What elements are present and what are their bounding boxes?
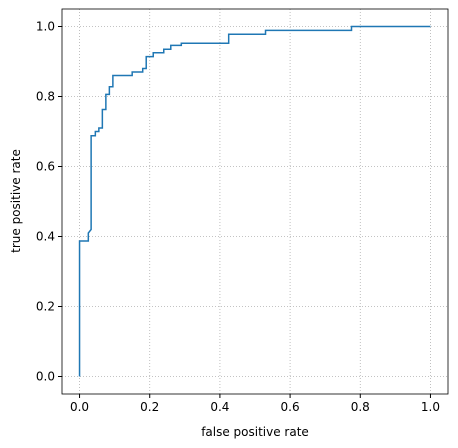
plot-frame [61, 8, 449, 395]
y-tick-label: 0.4 [36, 230, 55, 244]
y-tick-label: 0.0 [36, 370, 55, 384]
y-tick-label: 0.2 [36, 300, 55, 314]
x-tick-label: 0.8 [351, 400, 370, 414]
y-tick-label: 1.0 [36, 20, 55, 34]
x-axis-label: false positive rate [201, 425, 309, 439]
roc-curve [78, 25, 431, 377]
x-tick-label: 0.0 [70, 400, 89, 414]
x-tick-label: 1.0 [421, 400, 440, 414]
x-tick-label: 0.6 [281, 400, 300, 414]
y-tick-label: 0.8 [36, 90, 55, 104]
y-tick-label: 0.6 [36, 160, 55, 174]
x-tick-label: 0.4 [210, 400, 229, 414]
x-tick-label: 0.2 [140, 400, 159, 414]
y-axis-label: true positive rate [9, 149, 23, 253]
